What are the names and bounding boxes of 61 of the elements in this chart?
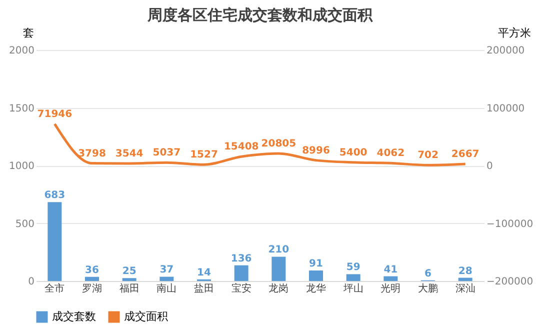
x-tick-label: 全市 <box>44 282 65 294</box>
x-tick-label: 坪山 <box>342 282 364 294</box>
data-label: 1527 <box>190 150 218 161</box>
x-tick-label: 罗湖 <box>82 282 102 294</box>
x-tick-label: 宝安 <box>231 282 252 294</box>
y-axis-title: 套 <box>23 26 34 40</box>
data-label: 14 <box>197 267 211 278</box>
bar <box>272 256 286 281</box>
data-label: 41 <box>384 264 398 276</box>
chart-title: 周度各区住宅成交套数和成交面积 <box>146 6 374 24</box>
bar <box>122 278 136 281</box>
y2-tick-label: 100000 <box>486 103 525 114</box>
data-label: 6 <box>424 268 432 280</box>
data-label: 8996 <box>302 145 330 156</box>
data-label: 683 <box>44 190 66 202</box>
y-tick-label: 0 <box>28 276 34 288</box>
y2-tick-label: −200000 <box>486 276 534 288</box>
y2-tick-label: 0 <box>486 161 493 172</box>
y-tick-label: 1000 <box>9 161 34 172</box>
y2-axis-title: 平方米 <box>498 26 531 40</box>
x-tick-label: 光明 <box>380 282 401 294</box>
data-label: 702 <box>418 150 438 162</box>
x-tick-label: 盐田 <box>194 282 214 294</box>
x-tick-label: 福田 <box>119 282 140 294</box>
data-label: 3798 <box>78 148 106 160</box>
bar <box>85 276 99 281</box>
x-tick-label: 龙华 <box>306 282 326 294</box>
data-label: 3544 <box>115 148 144 160</box>
bar <box>234 265 248 281</box>
y2-tick-label: −100000 <box>486 218 534 230</box>
data-label: 59 <box>346 262 360 274</box>
data-label: 136 <box>230 253 252 264</box>
data-label: 15408 <box>224 142 259 153</box>
bar <box>458 278 472 281</box>
data-label: 25 <box>122 266 136 278</box>
legend-label: 成交面积 <box>124 310 168 323</box>
x-tick-label: 大鹏 <box>418 282 438 294</box>
bar <box>346 274 360 281</box>
bar <box>309 270 323 281</box>
x-tick-label: 龙岗 <box>268 282 289 294</box>
data-label: 36 <box>85 264 99 276</box>
y-tick-label: 1500 <box>9 103 34 114</box>
data-label: 5400 <box>339 147 368 158</box>
data-label: 91 <box>309 258 323 270</box>
bar <box>48 202 62 281</box>
data-label: 28 <box>458 266 472 277</box>
data-label: 71946 <box>37 108 72 120</box>
bar <box>384 276 398 281</box>
data-label: 4062 <box>376 148 405 160</box>
data-label: 20805 <box>261 138 296 150</box>
data-label: 2667 <box>451 148 480 160</box>
y-tick-label: 500 <box>15 218 34 230</box>
data-label: 210 <box>268 244 290 256</box>
x-tick-label: 深汕 <box>455 282 476 294</box>
legend-label: 成交套数 <box>52 310 96 323</box>
data-label: 37 <box>160 264 174 276</box>
data-label: 5037 <box>152 148 181 159</box>
y-tick-label: 2000 <box>9 46 34 56</box>
y2-tick-label: 200000 <box>486 46 525 56</box>
x-tick-label: 南山 <box>156 282 177 294</box>
bar <box>160 276 174 281</box>
